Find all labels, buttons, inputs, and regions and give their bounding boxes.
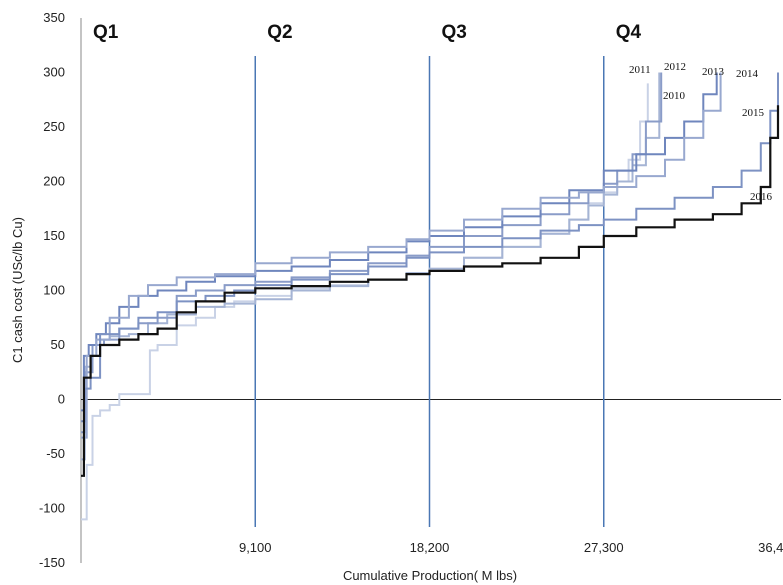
- series-label-2011: 2011: [629, 64, 651, 76]
- series-line-2013: [81, 72, 718, 412]
- series-line-2015: [81, 72, 779, 423]
- series-labels: 2010 2011 2012 2013 2014 2015 2016: [629, 61, 773, 203]
- y-tick-label: -100: [39, 501, 65, 516]
- series-label-2010: 2010: [663, 90, 686, 102]
- y-tick-label: -50: [46, 446, 65, 461]
- quartile-label: Q2: [267, 22, 292, 43]
- quartile-labels: Q1 Q2 Q3 Q4: [93, 22, 642, 43]
- y-tick-label: 150: [43, 228, 65, 243]
- y-tick-label: 200: [43, 174, 65, 189]
- y-tick-label: -150: [39, 555, 65, 570]
- y-tick-label: 350: [43, 10, 65, 25]
- quartile-label: Q3: [442, 22, 467, 43]
- series-label-2014: 2014: [736, 68, 759, 80]
- quartile-label: Q4: [616, 22, 642, 43]
- series-label-2015: 2015: [742, 107, 765, 119]
- quartile-label: Q1: [93, 22, 119, 43]
- series-line-2014: [81, 72, 722, 439]
- series-label-2012: 2012: [664, 61, 686, 73]
- x-tick-label: 9,100: [239, 540, 272, 555]
- series-line-2016: [81, 105, 780, 477]
- series-line-2010: [81, 83, 649, 521]
- y-tick-label: 50: [51, 337, 65, 352]
- y-axis-ticks: 350 300 250 200 150 100 50 0 -50 -100 -150: [39, 10, 65, 570]
- series-label-2013: 2013: [702, 66, 725, 78]
- y-tick-label: 0: [58, 392, 65, 407]
- y-tick-label: 300: [43, 65, 65, 80]
- series-line-2011: [81, 72, 661, 461]
- series-label-2016: 2016: [750, 191, 773, 203]
- y-axis-title: C1 cash cost (USc/lb Cu): [10, 217, 25, 363]
- y-tick-label: 250: [43, 119, 65, 134]
- x-tick-label: 18,200: [410, 540, 450, 555]
- plot-area: [80, 18, 781, 563]
- x-tick-label: 36,400: [758, 540, 783, 555]
- y-tick-label: 100: [43, 283, 65, 298]
- x-axis-ticks: 9,100 18,200 27,300 36,400: [239, 540, 783, 555]
- series-lines: [81, 72, 780, 521]
- x-tick-label: 27,300: [584, 540, 624, 555]
- x-axis-title: Cumulative Production( M lbs): [343, 568, 517, 583]
